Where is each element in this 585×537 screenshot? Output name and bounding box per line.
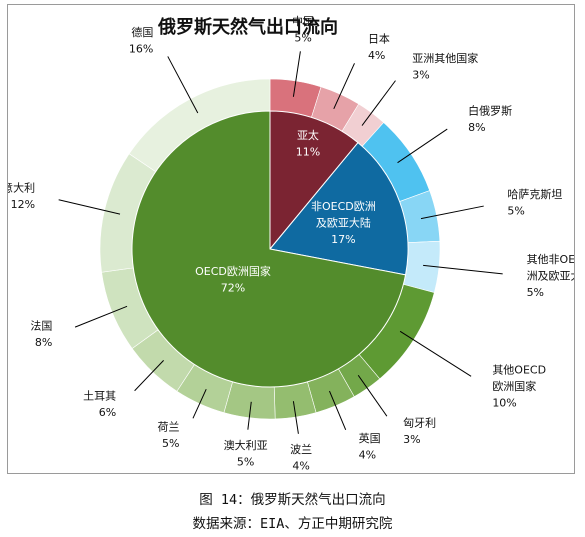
outer-label-15: 德国 16%: [129, 25, 153, 56]
outer-label-9: 波兰 4%: [290, 443, 312, 473]
outer-label-6: 其他OECD 欧洲国家 10%: [492, 363, 546, 409]
leader-line-0: [292, 51, 301, 97]
leader-line-3: [397, 128, 448, 164]
inner-slice-0: [269, 110, 359, 251]
leader-line-12: [134, 360, 164, 392]
outer-label-0: 中国 5%: [292, 15, 314, 45]
chart-title: 俄罗斯天然气出口流向: [158, 17, 338, 38]
leader-line-8: [329, 390, 347, 430]
leader-line-11: [192, 388, 207, 419]
outer-label-5: 其他非OECD欧洲及欧亚大陆5%: [527, 253, 574, 299]
leader-line-10: [247, 401, 252, 430]
inner-slice-2: [131, 110, 407, 388]
outer-label-4: 哈萨克斯坦 5%: [507, 187, 562, 218]
leader-line-15: [167, 56, 199, 114]
chart-frame: 亚太 11% 非OECD欧洲及欧亚大陆 17% OECD欧洲国家 72% 中国 5% 日本 4% 亚…: [7, 4, 575, 474]
outer-label-1: 日本 4%: [368, 32, 390, 63]
outer-label-13: 法国 8%: [30, 318, 52, 349]
outer-label-12: 土耳其 6%: [83, 389, 116, 419]
leader-line-2: [361, 80, 396, 126]
leader-line-6: [399, 330, 472, 377]
leader-line-4: [420, 205, 484, 220]
inner-slice-1: [269, 141, 409, 276]
inner-label-0: 亚太 11%: [296, 129, 320, 159]
outer-label-2: 亚洲其他国家 3%: [412, 51, 478, 82]
leader-line-1: [333, 63, 355, 110]
leader-line-14: [58, 199, 121, 215]
outer-label-11: 荷兰 5%: [158, 420, 180, 450]
leader-line-7: [357, 374, 388, 417]
pie-chart: 亚太 11% 非OECD欧洲及欧亚大陆 17% OECD欧洲国家 72% 中国 5% 日本 4% 亚…: [8, 15, 574, 473]
outer-label-10: 澳大利亚 5%: [224, 438, 268, 469]
inner-label-1: 非OECD欧洲及欧亚大陆 17%: [311, 200, 376, 246]
outer-label-8: 英国 4%: [359, 431, 381, 462]
outer-label-7: 匈牙利 3%: [403, 416, 436, 447]
outer-label-3: 白俄罗斯 8%: [468, 104, 512, 134]
figure-caption: 图 14：俄罗斯天然气出口流向: [199, 492, 386, 508]
inner-label-2: OECD欧洲国家 72%: [195, 264, 271, 295]
outer-label-14: 意大利12%: [8, 180, 35, 211]
leader-line-9: [292, 401, 299, 434]
leader-line-13: [74, 305, 128, 328]
leader-line-5: [423, 264, 503, 275]
source-caption: 数据来源：EIA、方正中期研究院: [192, 516, 393, 532]
